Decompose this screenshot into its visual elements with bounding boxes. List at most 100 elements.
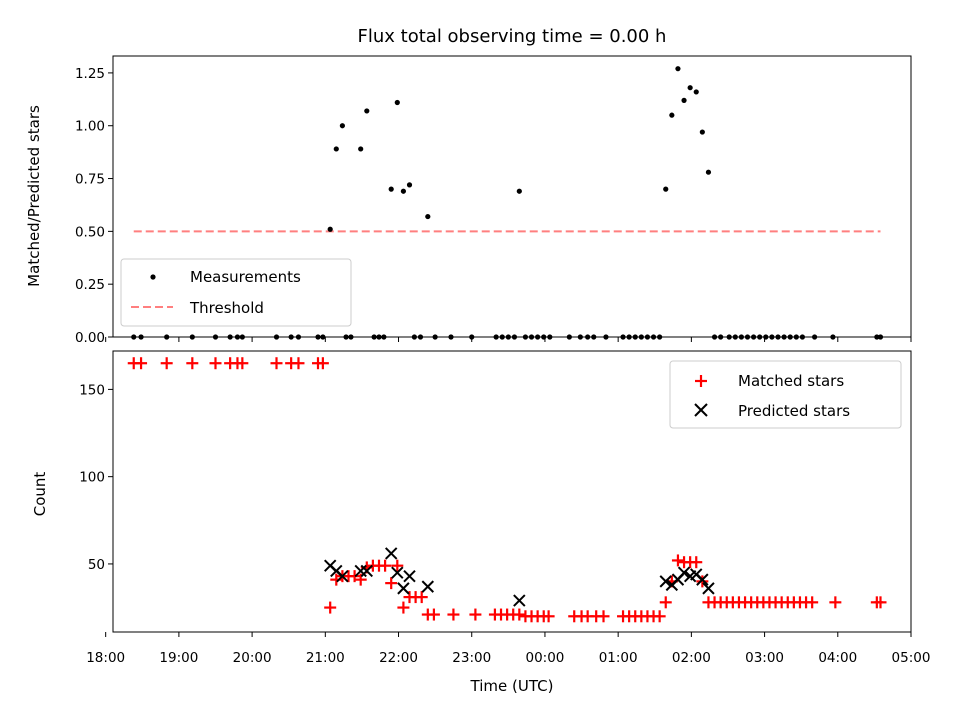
count-x-tick-label: 03:00 bbox=[745, 650, 784, 666]
predicted-star-marker bbox=[421, 580, 435, 593]
matched-star-marker bbox=[829, 596, 842, 609]
ratio-y-tick-label: 0.50 bbox=[75, 224, 105, 240]
matched-star-marker bbox=[391, 559, 404, 572]
measurement-point bbox=[687, 85, 693, 91]
matched-star-marker bbox=[427, 608, 440, 621]
matched-star-marker bbox=[324, 601, 337, 614]
matched-star-marker bbox=[385, 577, 398, 590]
predicted-star-marker bbox=[513, 594, 526, 607]
ratio-y-tick-label: 0.00 bbox=[75, 330, 105, 346]
matched-star-marker bbox=[186, 357, 199, 370]
measurement-point bbox=[699, 129, 705, 135]
count-x-tick-label: 02:00 bbox=[672, 650, 711, 666]
count-x-tick-label: 18:00 bbox=[86, 650, 125, 666]
legend-measurement-marker bbox=[150, 274, 156, 280]
predicted-star-marker-b bbox=[421, 580, 435, 593]
measurement-point bbox=[693, 89, 699, 95]
matched-star-marker bbox=[653, 610, 666, 623]
legend-predicted-label: Predicted stars bbox=[738, 402, 850, 420]
predicted-star-marker-b bbox=[397, 582, 410, 595]
matched-star-marker bbox=[447, 608, 460, 621]
measurement-point bbox=[388, 186, 394, 192]
count-x-tick-label: 23:00 bbox=[452, 650, 491, 666]
measurement-point bbox=[406, 182, 413, 188]
matched-star-marker bbox=[469, 608, 482, 621]
predicted-star-marker-b bbox=[659, 575, 672, 588]
count-plot-frame bbox=[112, 350, 912, 633]
matched-star-marker bbox=[316, 357, 329, 370]
ratio-legend: Measurements Threshold bbox=[120, 258, 352, 327]
matched-star-marker bbox=[292, 357, 305, 370]
measurement-point bbox=[394, 99, 400, 106]
matched-star-marker bbox=[209, 357, 222, 370]
matched-star-marker bbox=[671, 554, 684, 567]
legend-measurements-label: Measurements bbox=[190, 268, 301, 286]
measurement-point bbox=[327, 226, 333, 232]
measurement-point bbox=[663, 186, 669, 192]
predicted-star-marker bbox=[397, 582, 410, 595]
ratio-y-axis-label: Matched/Predicted stars bbox=[25, 105, 43, 287]
ratio-plot-frame bbox=[112, 55, 912, 338]
count-x-tick-label: 04:00 bbox=[818, 650, 857, 666]
matched-star-marker bbox=[348, 570, 361, 583]
predicted-star-marker bbox=[336, 569, 349, 583]
matched-star-marker bbox=[270, 357, 283, 370]
matched-star-marker bbox=[513, 608, 526, 621]
predicted-star-marker bbox=[384, 547, 398, 560]
count-x-tick-label: 19:00 bbox=[159, 650, 198, 666]
measurement-point bbox=[516, 188, 522, 194]
ratio-legend-box bbox=[120, 258, 352, 327]
measurement-point bbox=[705, 169, 712, 175]
measurement-point bbox=[358, 146, 364, 152]
predicted-star-marker-b bbox=[403, 569, 416, 583]
count-plot: 18:00 19:00 20:00 21:00 22:00 23:00 00:00 01:00… bbox=[79, 357, 930, 666]
ratio-y-tick-label: 0.75 bbox=[75, 172, 105, 188]
measurement-point bbox=[400, 188, 407, 194]
count-x-tick-label: 21:00 bbox=[306, 650, 345, 666]
measurement-point bbox=[333, 146, 339, 152]
count-legend-box bbox=[669, 360, 902, 429]
chart-title: Flux total observing time = 0.00 h bbox=[358, 26, 667, 47]
count-x-tick-label: 01:00 bbox=[599, 650, 638, 666]
matched-star-marker bbox=[696, 575, 709, 588]
measurement-point bbox=[675, 66, 681, 72]
legend-threshold-label: Threshold bbox=[189, 299, 264, 317]
predicted-star-marker bbox=[677, 566, 691, 579]
matched-star-marker bbox=[806, 596, 819, 609]
predicted-star-marker-b bbox=[696, 573, 709, 586]
legend-predicted-marker bbox=[694, 403, 708, 417]
count-legend: Matched stars Predicted stars bbox=[669, 360, 902, 429]
predicted-star-marker-b bbox=[690, 568, 703, 581]
measurement-point bbox=[364, 108, 370, 114]
measurement-point bbox=[681, 97, 687, 103]
predicted-star-marker-b bbox=[391, 566, 404, 579]
ratio-plot: 0.00 0.25 0.50 0.75 1.00 1.25 bbox=[75, 66, 912, 346]
count-y-tick-label: 150 bbox=[79, 382, 105, 398]
count-y-tick-label: 100 bbox=[79, 470, 105, 486]
predicted-star-marker-b bbox=[360, 564, 374, 578]
count-x-tick-label: 00:00 bbox=[525, 650, 564, 666]
matched-star-marker bbox=[135, 357, 148, 370]
count-x-tick-label: 22:00 bbox=[379, 650, 418, 666]
measurement-point bbox=[425, 213, 431, 220]
matched-star-marker bbox=[415, 591, 428, 604]
predicted-star-marker-b bbox=[323, 559, 337, 572]
predicted-star-marker-b bbox=[384, 547, 398, 560]
ratio-y-tick-label: 1.25 bbox=[75, 66, 105, 82]
count-y-tick-label: 50 bbox=[88, 557, 105, 573]
matched-star-marker bbox=[874, 596, 887, 609]
matched-star-marker bbox=[379, 559, 392, 572]
legend-matched-label: Matched stars bbox=[738, 372, 844, 390]
predicted-star-marker bbox=[360, 564, 374, 578]
matched-star-marker bbox=[160, 357, 173, 370]
count-x-tick-label: 05:00 bbox=[892, 650, 931, 666]
ratio-y-tick-label: 1.00 bbox=[75, 119, 105, 135]
matched-star-marker bbox=[690, 556, 703, 569]
count-x-tick-label: 20:00 bbox=[233, 650, 272, 666]
predicted-star-marker-b bbox=[677, 566, 691, 579]
matched-star-marker bbox=[597, 610, 610, 623]
measurement-point bbox=[669, 112, 675, 118]
predicted-star-marker bbox=[696, 573, 709, 586]
